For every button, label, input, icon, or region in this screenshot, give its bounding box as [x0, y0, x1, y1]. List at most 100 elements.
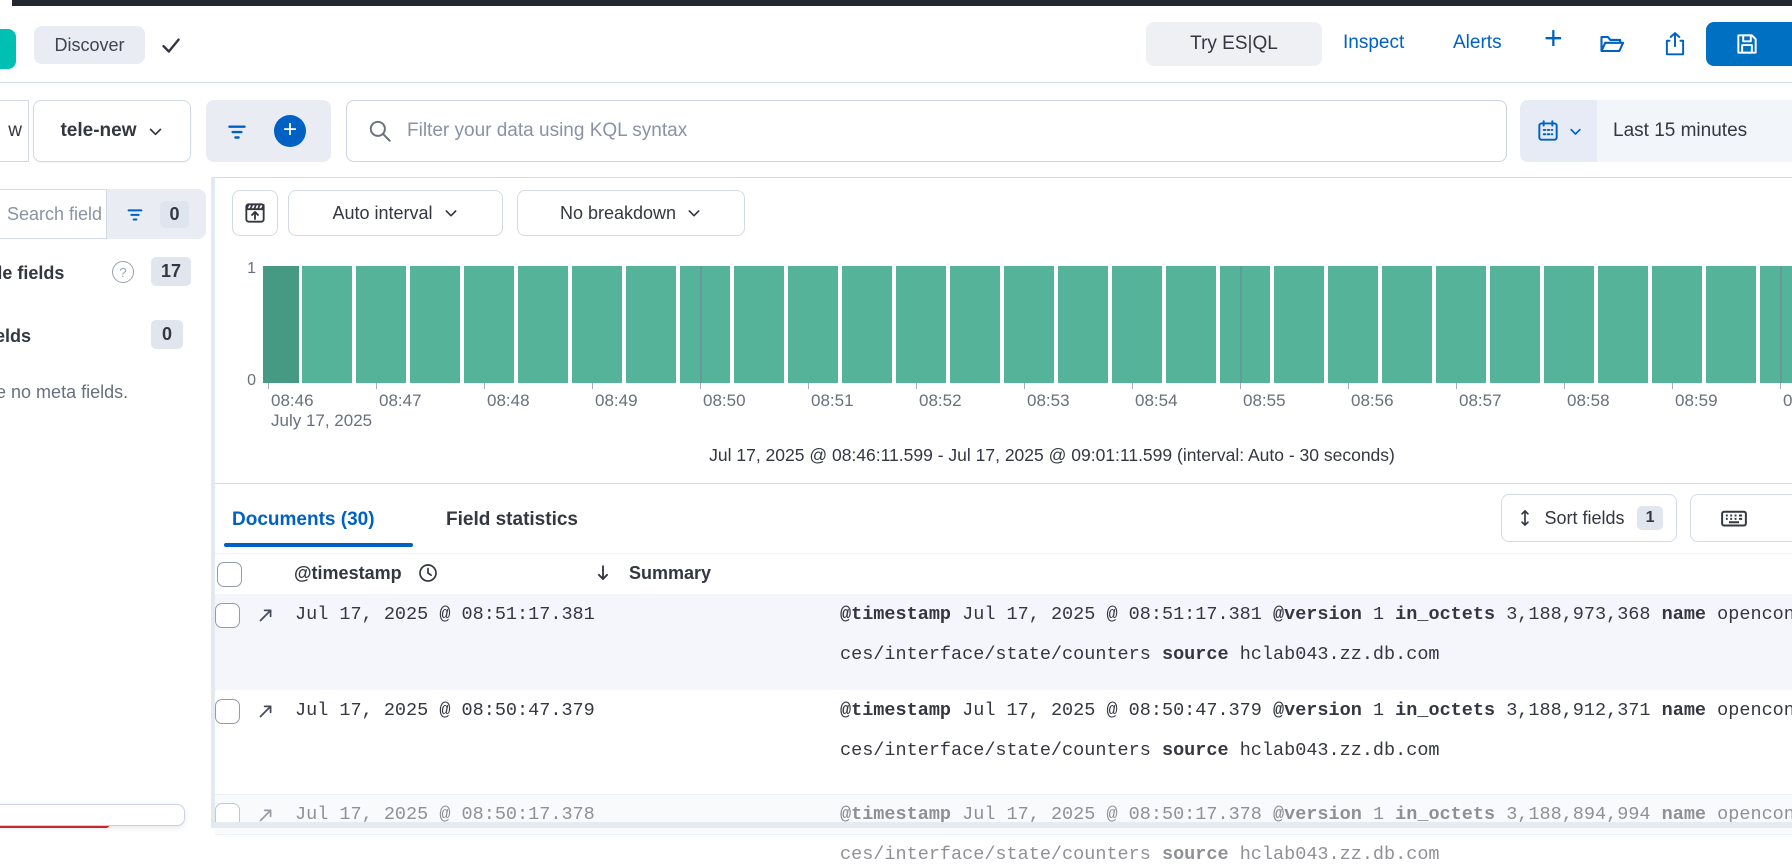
edit-visualization-button[interactable] [232, 190, 278, 236]
sort-fields-button[interactable]: Sort fields 1 [1501, 494, 1677, 542]
tab-documents[interactable]: Documents (30) [232, 509, 375, 530]
table-row[interactable]: Jul 17, 2025 @ 08:50:17.378 @timestamp Ju… [215, 794, 1792, 865]
save-button[interactable] [1706, 22, 1792, 66]
date-picker: Last 15 minutes [1520, 100, 1792, 162]
field-search-input[interactable]: Search field names [0, 189, 107, 239]
histogram-bar[interactable] [626, 266, 676, 383]
alerts-link[interactable]: Alerts [1453, 32, 1502, 53]
sidebar-resizer[interactable] [211, 177, 215, 828]
expand-document-button[interactable] [255, 804, 277, 826]
share-button[interactable] [1662, 31, 1688, 57]
histogram-bar[interactable] [1112, 266, 1162, 383]
sort-desc-icon[interactable] [592, 562, 614, 584]
histogram-bar[interactable] [1220, 266, 1270, 383]
breakdown-selector[interactable]: No breakdown [517, 190, 745, 236]
calendar-icon [1535, 118, 1561, 144]
horizontal-scrollbar[interactable] [215, 822, 1792, 828]
help-icon[interactable]: ? [112, 261, 134, 283]
x-axis-label: 08:46 [271, 391, 314, 410]
date-quick-select-button[interactable] [1520, 100, 1597, 162]
field-filters-button[interactable]: 0 [107, 189, 206, 239]
x-axis-label: 08:51 [811, 391, 854, 410]
x-axis-label: 08:54 [1135, 391, 1178, 410]
histogram-bar[interactable] [1706, 266, 1756, 383]
histogram-bar[interactable] [1004, 266, 1054, 383]
meta-fields-count: 0 [151, 320, 184, 349]
discover-breadcrumb[interactable]: Discover [34, 26, 145, 64]
inspect-link[interactable]: Inspect [1343, 32, 1405, 53]
x-axis-tick [916, 383, 917, 389]
add-button[interactable]: + [1544, 20, 1563, 56]
x-axis-tick [268, 383, 269, 389]
histogram-bar[interactable] [950, 266, 1000, 383]
histogram-bar[interactable] [1058, 266, 1108, 383]
check-icon [158, 32, 184, 58]
x-axis-tick [808, 383, 809, 389]
toast-notification[interactable] [0, 804, 185, 826]
chevron-down-icon [147, 123, 164, 140]
histogram-bar[interactable] [1490, 266, 1540, 383]
x-axis-date-label: July 17, 2025 [271, 411, 373, 430]
row-checkbox[interactable] [215, 699, 240, 724]
histogram-bar[interactable] [302, 266, 352, 383]
histogram-bar[interactable] [680, 266, 730, 383]
summary-cell-line2: ces/interface/state/counters source hcla… [840, 844, 1440, 865]
tab-field-statistics[interactable]: Field statistics [446, 509, 578, 530]
histogram-bar[interactable] [788, 266, 838, 383]
histogram-bar[interactable] [1166, 266, 1216, 383]
data-view-fragment[interactable]: w [0, 100, 29, 162]
histogram-bar[interactable] [356, 266, 406, 383]
histogram-bar[interactable] [1328, 266, 1378, 383]
kql-search-input[interactable]: Filter your data using KQL syntax [346, 100, 1507, 162]
histogram-bar[interactable] [734, 266, 784, 383]
try-esql-button[interactable]: Try ES|QL [1146, 22, 1322, 66]
time-range-display[interactable]: Last 15 minutes [1597, 100, 1792, 162]
chevron-down-icon [1568, 124, 1583, 139]
summary-cell-line2: ces/interface/state/counters source hcla… [840, 740, 1440, 761]
filter-icon [224, 118, 250, 144]
histogram-bar[interactable] [410, 266, 460, 383]
field-search-group: Search field names 0 [0, 189, 206, 239]
histogram-bar[interactable] [1598, 266, 1648, 383]
expand-document-button[interactable] [255, 700, 277, 722]
histogram-bar[interactable] [572, 266, 622, 383]
x-axis-tick [1348, 383, 1349, 389]
share-icon [1662, 31, 1688, 57]
expand-document-button[interactable] [255, 604, 277, 626]
histogram-bar[interactable] [464, 266, 514, 383]
y-axis-tick-max: 1 [247, 260, 256, 277]
elastic-logo[interactable] [0, 29, 16, 69]
histogram-bar[interactable] [842, 266, 892, 383]
histogram-chart[interactable] [0, 266, 1792, 383]
filter-controls: + [206, 100, 331, 162]
histogram-bar[interactable] [1382, 266, 1432, 383]
interval-selector[interactable]: Auto interval [288, 190, 503, 236]
plus-icon: + [282, 116, 297, 143]
tab-documents-underline [224, 543, 413, 547]
histogram-bar[interactable] [263, 266, 299, 383]
histogram-bar[interactable] [1274, 266, 1324, 383]
grid-options-button[interactable] [1690, 494, 1792, 542]
x-axis-label: 08:47 [379, 391, 422, 410]
filter-icon-button[interactable] [224, 118, 250, 144]
histogram-bar[interactable] [1436, 266, 1486, 383]
gridline [700, 266, 702, 383]
histogram-bar[interactable] [518, 266, 568, 383]
x-axis-tick [1240, 383, 1241, 389]
histogram-bar[interactable] [1760, 266, 1792, 383]
save-icon [1734, 31, 1760, 57]
open-folder-button[interactable] [1598, 30, 1626, 58]
histogram-bar[interactable] [896, 266, 946, 383]
add-filter-button[interactable]: + [274, 115, 306, 147]
histogram-bar[interactable] [1652, 266, 1702, 383]
histogram-bar[interactable] [1544, 266, 1594, 383]
no-meta-fields-note: There are no meta fields. [0, 382, 129, 402]
row-checkbox[interactable] [215, 603, 240, 628]
table-row[interactable]: Jul 17, 2025 @ 08:51:17.381 @timestamp Ju… [215, 594, 1792, 691]
timestamp-column-header[interactable]: @timestamp [294, 563, 402, 583]
data-view-picker[interactable]: tele-new [33, 100, 191, 162]
summary-column-header[interactable]: Summary [629, 563, 712, 583]
x-axis-label: 08:53 [1027, 391, 1070, 410]
table-row[interactable]: Jul 17, 2025 @ 08:50:47.379 @timestamp Ju… [215, 690, 1792, 795]
select-all-checkbox[interactable] [217, 562, 242, 587]
